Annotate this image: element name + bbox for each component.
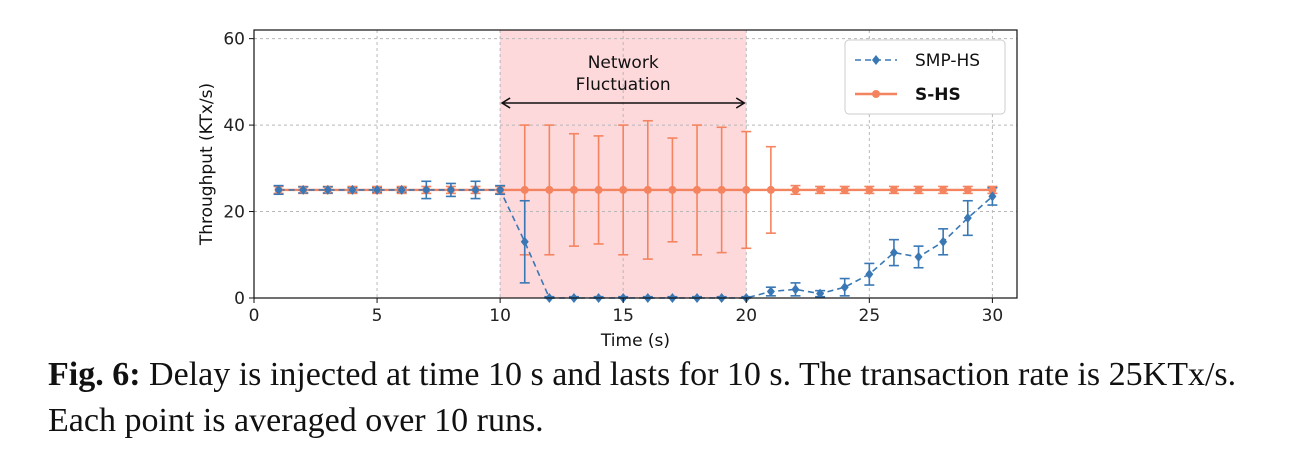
data-point	[668, 185, 677, 194]
series-lines	[278, 188, 993, 299]
data-markers	[274, 184, 997, 303]
x-tick-label: 15	[612, 306, 634, 326]
legend-entry-smp-hs: SMP-HS	[855, 51, 980, 71]
y-tick-label: 0	[234, 289, 245, 309]
data-point	[914, 185, 923, 194]
data-point	[422, 184, 431, 195]
data-point	[545, 185, 554, 194]
data-point	[693, 185, 702, 194]
figure-caption: Fig. 6: Delay is injected at time 10 s a…	[48, 352, 1268, 444]
data-point	[766, 286, 775, 297]
data-point	[594, 185, 603, 194]
data-point	[865, 185, 874, 194]
data-point	[791, 284, 800, 295]
data-point	[471, 184, 480, 195]
data-point	[446, 184, 455, 195]
tick-labels: 0 5 10 15 20 25 30 0 20 40 60	[223, 30, 1003, 326]
plot-frame	[253, 29, 1018, 299]
data-point	[963, 213, 972, 224]
fluctuation-annotation: Network Fluctuation	[500, 53, 746, 109]
data-point	[865, 269, 874, 280]
x-tick-label: 20	[735, 306, 757, 326]
data-point	[939, 236, 948, 247]
data-point	[496, 184, 505, 195]
y-tick-label: 60	[223, 30, 245, 50]
caption-text: Delay is injected at time 10 s and lasts…	[48, 356, 1237, 439]
caption-label: Fig. 6:	[48, 356, 141, 393]
data-point	[348, 184, 357, 195]
data-point	[889, 247, 898, 258]
axis-ticks	[249, 38, 993, 303]
data-point	[397, 184, 406, 195]
data-point	[619, 185, 628, 194]
y-tick-label: 20	[223, 203, 245, 223]
data-point	[742, 185, 751, 194]
x-tick-label: 30	[982, 306, 1004, 326]
legend-entry-s-hs: S-HS	[855, 85, 961, 105]
throughput-chart: 0 5 10 15 20 25 30 0 20 40 60 Time (s) Throughput …	[197, 29, 1018, 350]
data-point	[520, 185, 529, 194]
data-point	[840, 185, 849, 194]
data-point	[889, 185, 898, 194]
annotation-line-2: Fluctuation	[576, 75, 671, 95]
x-tick-label: 10	[489, 306, 511, 326]
data-point	[766, 185, 775, 194]
annotation-arrow-left-head	[500, 97, 511, 109]
y-tick-label: 40	[223, 116, 245, 136]
data-point	[840, 282, 849, 293]
data-point	[274, 184, 283, 195]
data-point	[323, 184, 332, 195]
legend-label-s-hs: S-HS	[915, 85, 961, 105]
annotation-arrow-right-head	[735, 97, 746, 109]
data-point	[988, 191, 997, 202]
x-axis-label: Time (s)	[600, 331, 670, 350]
legend: SMP-HS S-HS	[844, 39, 1006, 115]
legend-marker-s-hs	[872, 90, 880, 98]
legend-box	[844, 39, 1006, 115]
legend-marker-smp-hs	[872, 55, 880, 65]
data-point	[791, 185, 800, 194]
data-point	[988, 185, 997, 194]
y-axis-label: Throughput (KTx/s)	[197, 83, 217, 246]
series-line-smp-hs	[278, 189, 993, 299]
data-point	[569, 185, 578, 194]
x-tick-label: 0	[249, 306, 260, 326]
annotation-line-1: Network	[588, 53, 659, 73]
legend-label-smp-hs: SMP-HS	[915, 51, 980, 71]
data-point	[939, 185, 948, 194]
data-point	[963, 185, 972, 194]
data-point	[520, 236, 529, 247]
x-tick-label: 25	[859, 306, 881, 326]
data-point	[816, 288, 825, 299]
data-point	[717, 185, 726, 194]
data-point	[373, 184, 382, 195]
data-point	[914, 251, 923, 262]
x-tick-label: 5	[372, 306, 383, 326]
data-point	[816, 185, 825, 194]
data-point	[643, 185, 652, 194]
data-point	[299, 184, 308, 195]
